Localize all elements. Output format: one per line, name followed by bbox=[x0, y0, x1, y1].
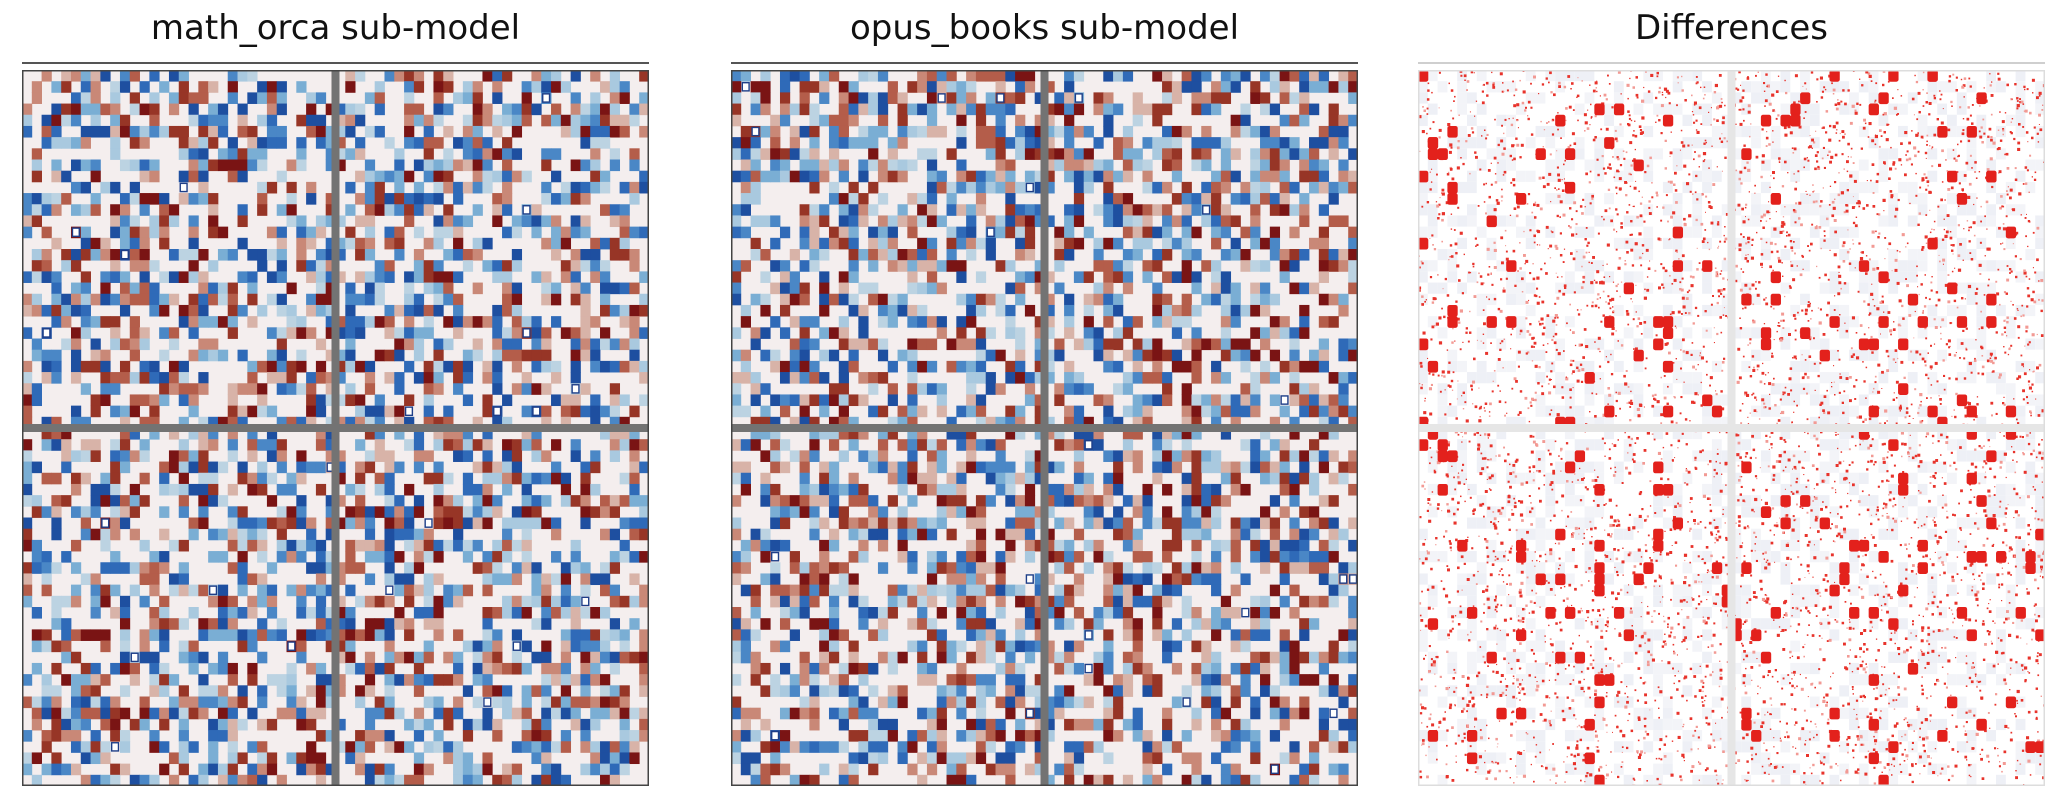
heatmap-math-orca bbox=[22, 70, 649, 786]
panel-math-orca: math_orca sub-model bbox=[22, 0, 649, 794]
heatmap-frame bbox=[22, 70, 649, 786]
block-separators bbox=[22, 70, 649, 786]
panel-top-rule bbox=[22, 62, 649, 64]
panel-top-rule bbox=[1418, 62, 2045, 64]
panel-title: math_orca sub-model bbox=[150, 8, 521, 48]
block-separators bbox=[1418, 70, 2045, 786]
heatmap-frame bbox=[1418, 70, 2045, 786]
panel-title: opus_books sub-model bbox=[849, 8, 1240, 48]
heatmap-frame bbox=[731, 70, 1358, 786]
heatmap-differences bbox=[1418, 70, 2045, 786]
panel-opus-books: opus_books sub-model bbox=[731, 0, 1358, 794]
panel-title: Differences bbox=[1635, 8, 1828, 48]
heatmap-opus-books bbox=[731, 70, 1358, 786]
panel-differences: Differences bbox=[1418, 0, 2045, 794]
block-separators bbox=[731, 70, 1358, 786]
panel-top-rule bbox=[731, 62, 1358, 64]
